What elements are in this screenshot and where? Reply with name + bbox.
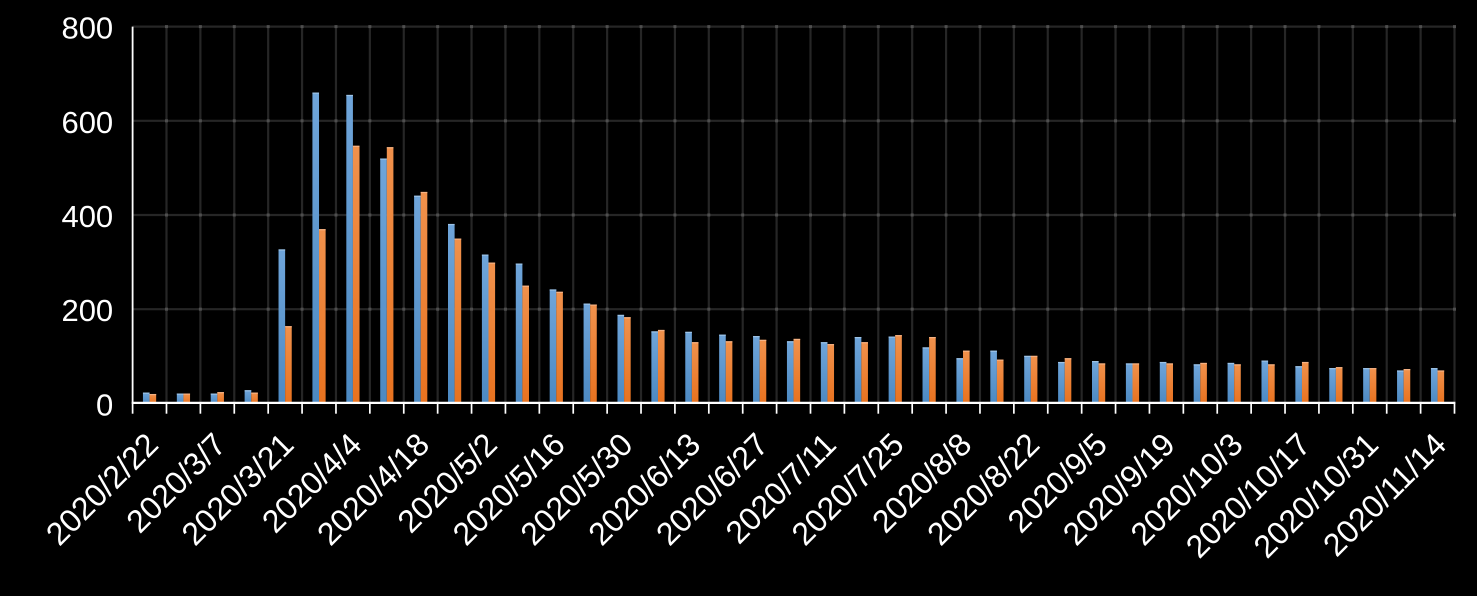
svg-text:400: 400 [61, 199, 113, 234]
svg-text:0: 0 [96, 387, 113, 422]
svg-text:600: 600 [61, 105, 113, 140]
svg-text:800: 800 [61, 11, 113, 46]
svg-text:200: 200 [61, 293, 113, 328]
